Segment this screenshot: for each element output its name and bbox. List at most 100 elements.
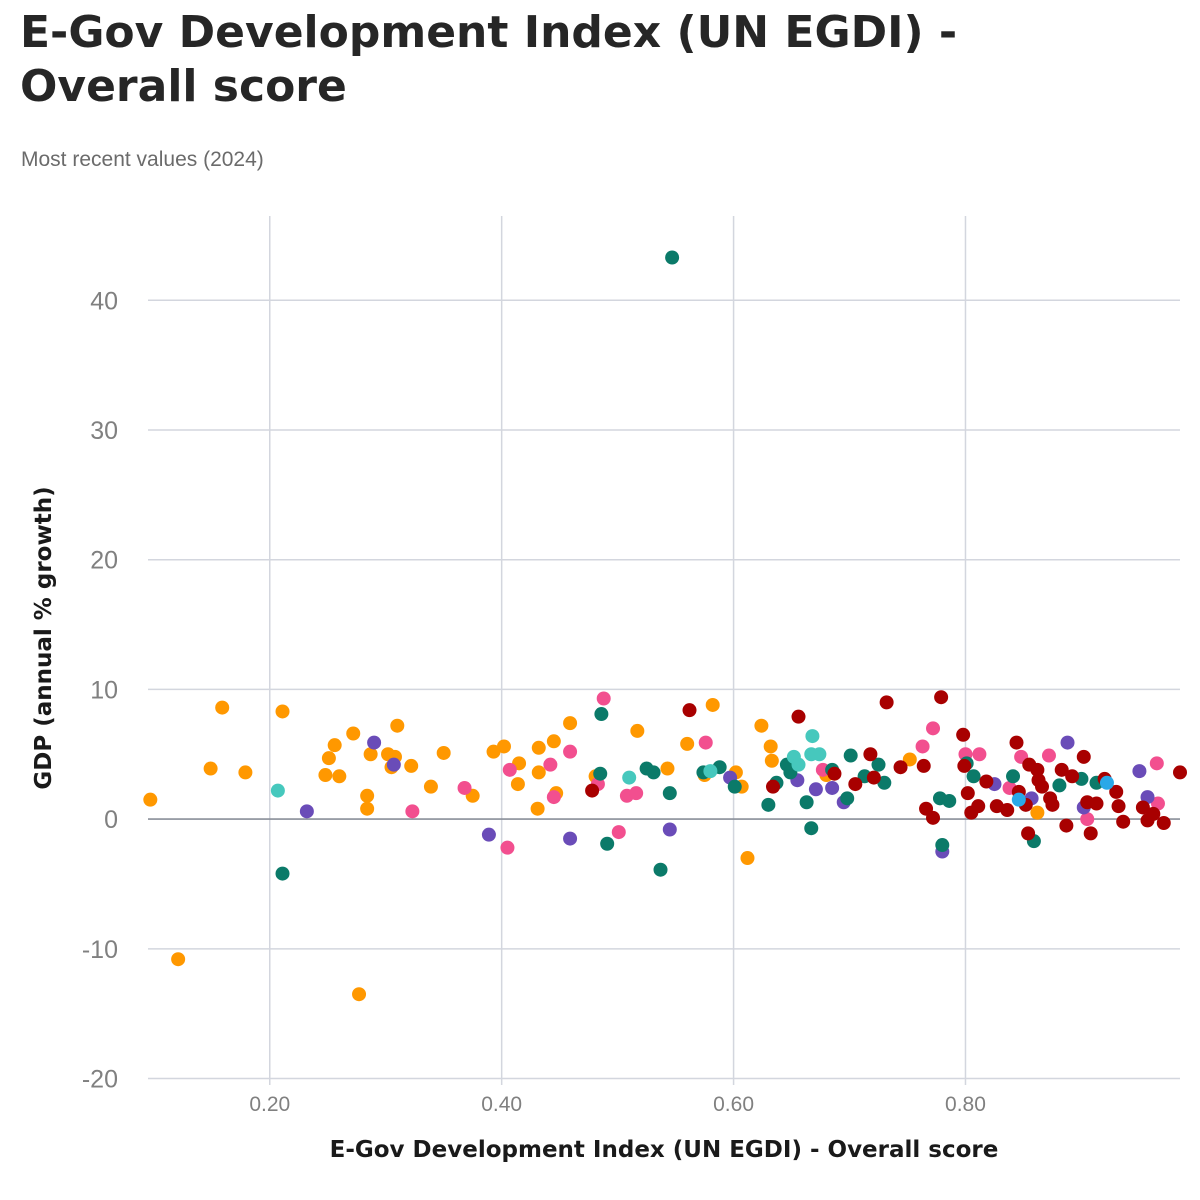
- data-point: [799, 795, 814, 810]
- data-point: [1045, 797, 1060, 812]
- chart-subtitle: Most recent values (2024): [21, 148, 264, 171]
- data-point: [143, 792, 158, 807]
- data-point: [1116, 814, 1131, 829]
- data-point: [660, 761, 675, 776]
- data-point: [502, 762, 517, 777]
- data-point: [585, 783, 600, 798]
- data-point: [935, 838, 950, 853]
- data-point: [791, 757, 806, 772]
- data-point: [1083, 826, 1098, 841]
- grid: [148, 216, 1180, 1085]
- data-point: [1000, 803, 1015, 818]
- data-point: [563, 716, 578, 731]
- data-point: [662, 822, 677, 837]
- data-point: [1080, 812, 1095, 827]
- y-tick-label: 40: [90, 287, 118, 315]
- data-point: [346, 726, 361, 741]
- data-point: [327, 738, 342, 753]
- data-point: [1052, 778, 1067, 793]
- data-point: [682, 703, 697, 718]
- y-tick-label: 10: [90, 676, 118, 704]
- data-point: [1065, 769, 1080, 784]
- x-axis-ticks: 0.20 0.40 0.60 0.80: [249, 1093, 986, 1116]
- x-tick-label: 0.20: [249, 1093, 290, 1116]
- data-point: [740, 851, 755, 866]
- data-point: [871, 757, 886, 772]
- data-point: [405, 804, 420, 819]
- data-point: [238, 765, 253, 780]
- data-point: [1059, 818, 1074, 833]
- data-point: [957, 758, 972, 773]
- data-point: [934, 690, 949, 705]
- data-point: [318, 768, 333, 783]
- data-point: [203, 761, 218, 776]
- data-point: [367, 735, 382, 750]
- data-point: [646, 765, 661, 780]
- data-point: [299, 804, 314, 819]
- chart-title: E-Gov Development Index (UN EGDI) - Over…: [20, 7, 958, 112]
- data-point: [1030, 762, 1045, 777]
- data-point: [665, 250, 680, 265]
- data-point: [594, 707, 609, 722]
- x-tick-label: 0.40: [481, 1093, 522, 1116]
- data-point: [1030, 805, 1045, 820]
- data-point: [916, 758, 931, 773]
- data-point: [622, 770, 637, 785]
- data-point: [703, 764, 718, 779]
- data-point: [1054, 762, 1069, 777]
- data-point: [1109, 784, 1124, 799]
- y-tick-label: 30: [90, 417, 118, 445]
- data-point: [486, 744, 501, 759]
- data-point: [593, 766, 608, 781]
- data-point: [972, 747, 987, 762]
- data-point: [531, 740, 546, 755]
- x-axis-label: E-Gov Development Index (UN EGDI) - Over…: [330, 1137, 999, 1163]
- data-point: [662, 786, 677, 801]
- data-point: [966, 769, 981, 784]
- data-point: [727, 779, 742, 794]
- data-point: [827, 766, 842, 781]
- data-point: [530, 801, 545, 816]
- data-point: [436, 745, 451, 760]
- y-axis-ticks: 40 30 20 10 0 -10 -20: [82, 287, 118, 1093]
- data-point: [386, 757, 401, 772]
- data-point: [979, 774, 994, 789]
- data-point: [596, 691, 611, 706]
- data-point: [942, 793, 957, 808]
- data-point: [804, 821, 819, 836]
- data-point: [360, 801, 375, 816]
- data-point: [791, 709, 806, 724]
- data-point: [915, 739, 930, 754]
- data-point: [680, 736, 695, 751]
- data-point: [956, 727, 971, 742]
- data-point: [563, 744, 578, 759]
- y-tick-label: 0: [104, 806, 118, 834]
- data-point: [926, 721, 941, 736]
- data-point: [457, 780, 472, 795]
- data-point: [531, 765, 546, 780]
- data-point: [761, 797, 776, 812]
- data-point: [496, 739, 511, 754]
- data-point: [866, 770, 881, 785]
- data-point: [404, 758, 419, 773]
- data-point: [630, 723, 645, 738]
- data-point: [1060, 735, 1075, 750]
- data-point: [765, 779, 780, 794]
- data-point: [275, 704, 290, 719]
- data-point: [893, 760, 908, 775]
- data-point: [1041, 748, 1056, 763]
- data-point: [275, 866, 290, 881]
- data-point: [808, 782, 823, 797]
- data-point: [546, 790, 561, 805]
- data-point: [363, 747, 378, 762]
- data-point: [840, 791, 855, 806]
- data-point: [1021, 826, 1036, 841]
- data-point: [926, 810, 941, 825]
- data-point: [423, 779, 438, 794]
- data-point: [543, 757, 558, 772]
- data-point: [812, 747, 827, 762]
- data-point: [1149, 756, 1164, 771]
- x-tick-label: 0.80: [945, 1093, 986, 1116]
- data-point: [863, 747, 878, 762]
